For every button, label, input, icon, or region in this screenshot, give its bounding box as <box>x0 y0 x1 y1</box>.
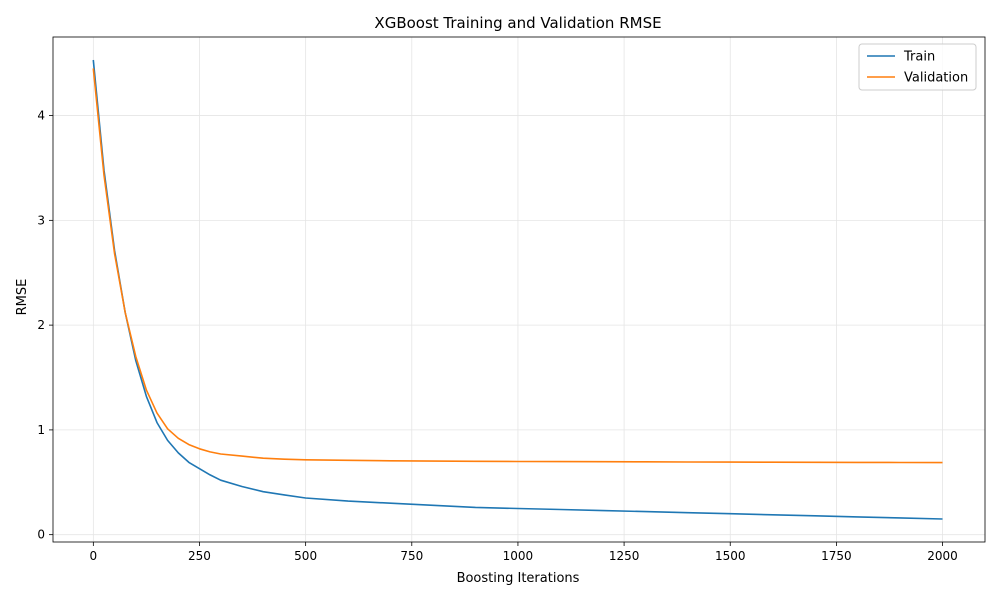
y-tick-label: 0 <box>37 528 45 542</box>
plot-frame <box>52 36 986 543</box>
legend: Train Validation <box>858 43 977 91</box>
series-line-train <box>92 59 943 520</box>
x-tick-label: 1500 <box>715 549 746 563</box>
y-axis-title: RMSE <box>15 279 30 316</box>
x-tick-label: 1000 <box>503 549 534 563</box>
y-tick-label: 1 <box>37 423 45 437</box>
x-tick-label: 0 <box>90 549 98 563</box>
legend-label-validation: Validation <box>904 71 968 86</box>
legend-label-train: Train <box>903 50 935 65</box>
axes <box>52 36 986 543</box>
y-axis-ticks: 0 1 2 3 4 <box>37 109 53 542</box>
series-line-validation <box>92 68 943 464</box>
gridlines <box>53 37 985 542</box>
y-tick-label: 2 <box>37 318 45 332</box>
x-tick-label: 1750 <box>821 549 852 563</box>
x-tick-label: 1250 <box>609 549 640 563</box>
x-axis-title: Boosting Iterations <box>457 571 580 586</box>
x-tick-label: 750 <box>400 549 423 563</box>
x-tick-label: 250 <box>188 549 211 563</box>
chart-title: XGBoost Training and Validation RMSE <box>374 14 661 32</box>
x-axis-ticks: 0 250 500 750 1000 1250 1500 1750 2000 <box>90 542 958 563</box>
y-tick-label: 4 <box>37 109 45 123</box>
y-tick-label: 3 <box>37 213 45 227</box>
x-tick-label: 500 <box>294 549 317 563</box>
x-tick-label: 2000 <box>927 549 958 563</box>
series-lines <box>92 59 943 520</box>
